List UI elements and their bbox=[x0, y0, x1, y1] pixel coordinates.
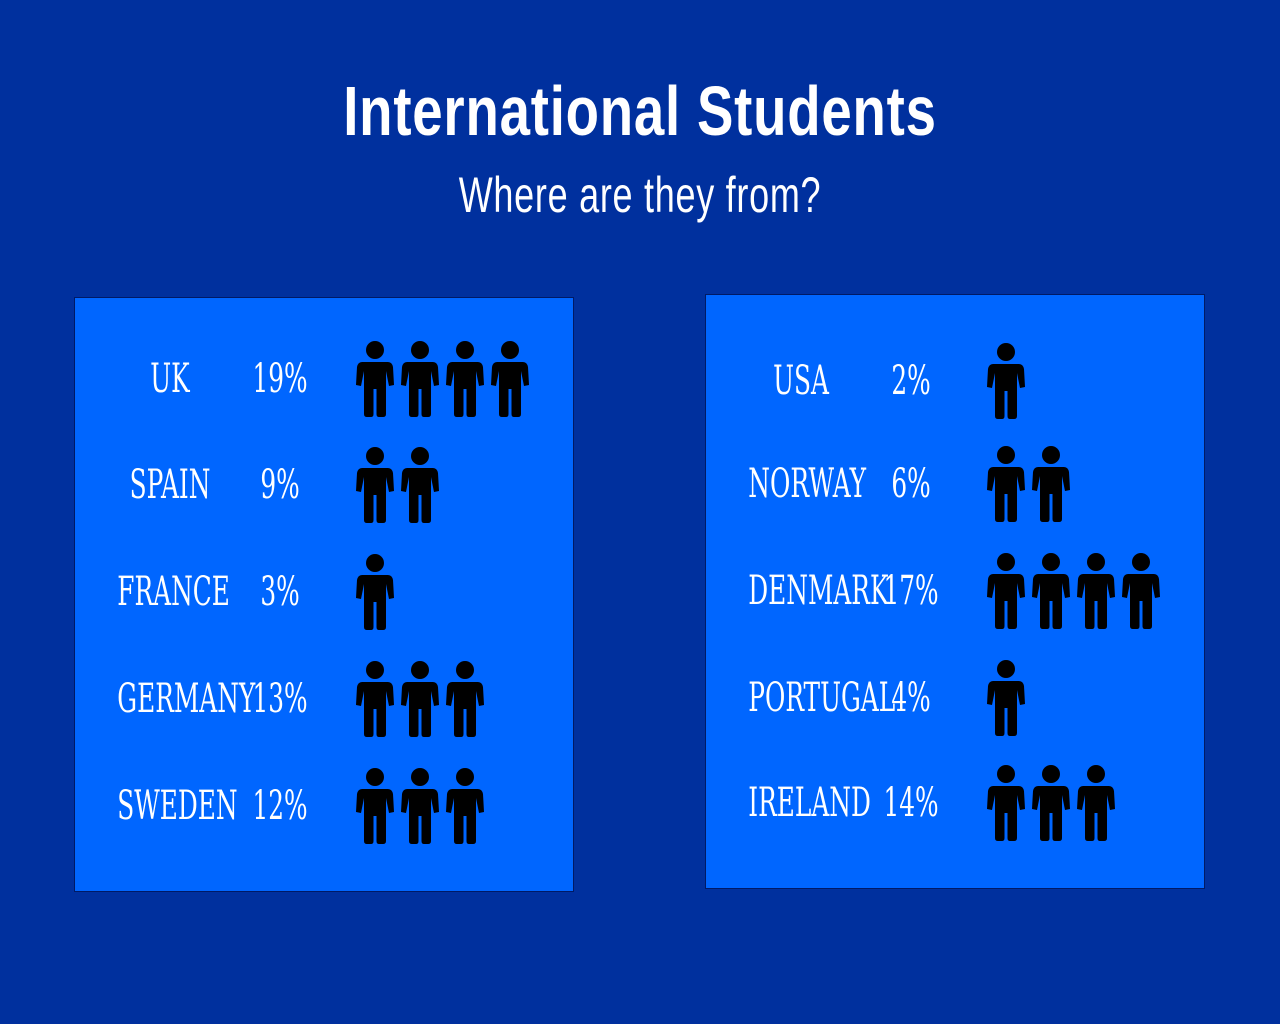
person-icon bbox=[1122, 553, 1160, 629]
person-icon bbox=[401, 661, 439, 737]
percent-label: 12% bbox=[252, 783, 308, 829]
pictograph bbox=[987, 343, 1197, 419]
percent-label: 19% bbox=[252, 356, 308, 402]
pictograph bbox=[987, 446, 1197, 522]
pictograph bbox=[356, 661, 566, 737]
pictograph bbox=[356, 447, 566, 523]
country-label: UK bbox=[150, 356, 190, 402]
country-label: IRELAND bbox=[748, 780, 871, 826]
page-subtitle: Where are they from? bbox=[458, 167, 822, 223]
pictograph bbox=[356, 554, 566, 630]
person-icon bbox=[987, 660, 1025, 736]
person-icon bbox=[446, 341, 484, 417]
person-icon bbox=[446, 661, 484, 737]
person-icon bbox=[401, 341, 439, 417]
percent-label: 3% bbox=[260, 569, 300, 615]
person-icon bbox=[987, 553, 1025, 629]
person-icon bbox=[401, 447, 439, 523]
person-icon bbox=[356, 554, 394, 630]
person-icon bbox=[1032, 553, 1070, 629]
country-label: SWEDEN bbox=[117, 783, 238, 829]
country-label: FRANCE bbox=[117, 569, 230, 615]
person-icon bbox=[491, 341, 529, 417]
country-label: DENMARK bbox=[748, 568, 889, 614]
person-icon bbox=[356, 661, 394, 737]
panel-left: UK 19% SPAIN 9% FRANCE 3% GERMANY 13% SWEDEN 12% bbox=[74, 297, 574, 892]
percent-label: 14% bbox=[883, 780, 939, 826]
country-label: GERMANY bbox=[117, 676, 256, 722]
pictograph bbox=[987, 660, 1197, 736]
percent-label: 6% bbox=[891, 461, 931, 507]
person-icon bbox=[356, 341, 394, 417]
country-label: USA bbox=[773, 358, 829, 404]
person-icon bbox=[356, 447, 394, 523]
table-row: SWEDEN 12% bbox=[75, 761, 575, 851]
table-row: NORWAY 6% bbox=[706, 439, 1206, 529]
person-icon bbox=[987, 765, 1025, 841]
table-row: FRANCE 3% bbox=[75, 547, 575, 637]
percent-label: 4% bbox=[891, 675, 931, 721]
table-row: PORTUGAL 4% bbox=[706, 653, 1206, 743]
table-row: SPAIN 9% bbox=[75, 440, 575, 530]
pictograph bbox=[987, 553, 1197, 629]
panel-right: USA 2% NORWAY 6% DENMARK 17% PORTUGAL 4% IRELAND… bbox=[705, 294, 1205, 889]
pictograph bbox=[356, 768, 566, 844]
person-icon bbox=[401, 768, 439, 844]
person-icon bbox=[446, 768, 484, 844]
person-icon bbox=[1077, 553, 1115, 629]
table-row: USA 2% bbox=[706, 336, 1206, 426]
person-icon bbox=[356, 768, 394, 844]
percent-label: 17% bbox=[883, 568, 939, 614]
page-title: International Students bbox=[343, 72, 937, 150]
table-row: UK 19% bbox=[75, 334, 575, 424]
country-label: NORWAY bbox=[748, 461, 866, 507]
percent-label: 13% bbox=[252, 676, 308, 722]
table-row: DENMARK 17% bbox=[706, 546, 1206, 636]
table-row: GERMANY 13% bbox=[75, 654, 575, 744]
pictograph bbox=[987, 765, 1197, 841]
percent-label: 9% bbox=[260, 462, 300, 508]
person-icon bbox=[1032, 765, 1070, 841]
table-row: IRELAND 14% bbox=[706, 758, 1206, 848]
person-icon bbox=[987, 446, 1025, 522]
country-label: PORTUGAL bbox=[748, 675, 896, 721]
country-label: SPAIN bbox=[129, 462, 211, 508]
person-icon bbox=[987, 343, 1025, 419]
person-icon bbox=[1032, 446, 1070, 522]
person-icon bbox=[1077, 765, 1115, 841]
percent-label: 2% bbox=[891, 358, 931, 404]
pictograph bbox=[356, 341, 566, 417]
